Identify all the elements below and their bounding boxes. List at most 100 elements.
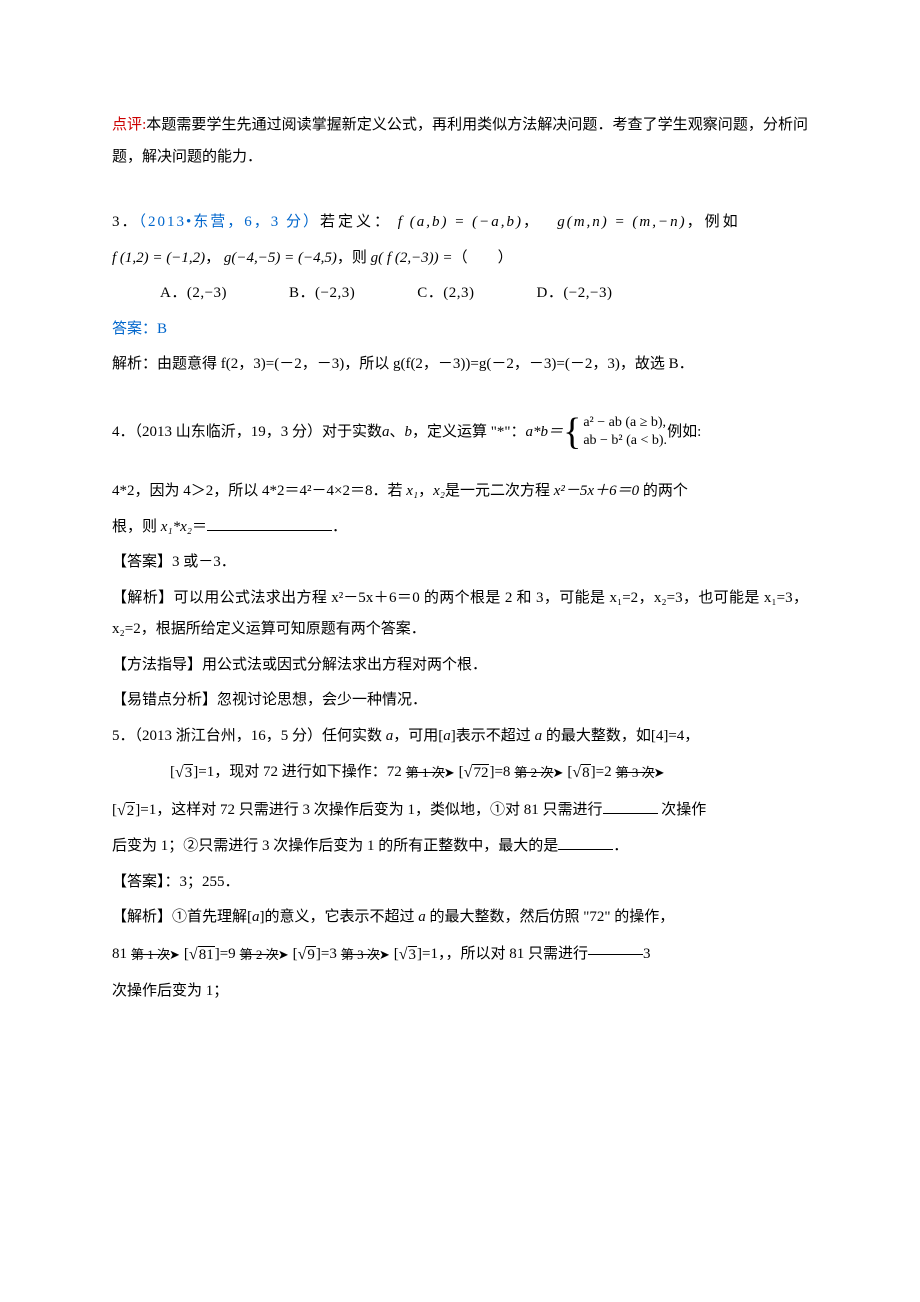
q4-ans-body: 3 或－3．: [172, 554, 236, 570]
q3-gf23: g( f (2,−3)) =: [371, 250, 453, 266]
q4-error: 【易错点分析】忽视讨论思想，会少一种情况．: [112, 685, 808, 717]
q4-l2d: 的两个: [639, 483, 688, 499]
q3-f-def: f (a,b) = (−a,b): [398, 214, 523, 230]
q5-expl-label: 【解析】: [112, 909, 172, 925]
q5-eb2: 的意义，它表示不超过: [265, 909, 419, 925]
q3-body1: 若定义：: [320, 214, 392, 230]
floor-sqrt72: [√72]: [459, 756, 495, 790]
q3-expl-body: 由题意得 f(2，3)=(－2，－3)，所以 g(f(2，－3))=g(－2，－…: [157, 356, 694, 372]
q4-l3a: 根，则: [112, 519, 161, 535]
q5-body1: 任何实数: [322, 728, 386, 744]
q4-explanation: 【解析】可以用公式法求出方程 x²－5x＋6＝0 的两个根是 2 和 3，可能是…: [112, 583, 808, 646]
q4-x1x2: x₁*x₂: [161, 519, 192, 535]
q3-options: A．(2,−3) B．(−2,3) C．(2,3) D．(−2,−3): [112, 278, 808, 310]
floor-sqrt3: [√3]: [170, 756, 198, 790]
floor-sqrt2: [√2]: [112, 802, 140, 818]
q3-sep2: ，例如: [687, 214, 741, 230]
q3-explanation: 解析：由题意得 f(2，3)=(－2，－3)，所以 g(f(2，－3))=g(－…: [112, 349, 808, 381]
q5-a3: a: [418, 909, 426, 925]
q3-prefix: 3．: [112, 214, 139, 230]
q5-answer: 【答案】：3；255．: [112, 867, 808, 899]
q4-body3: 例如:: [667, 417, 701, 449]
q4-case2: ab − b² (a < b).: [583, 432, 667, 450]
q4-star-lhs: a*b＝: [526, 417, 564, 449]
q4-sep-ab: 、: [390, 417, 405, 449]
q4-l3b: ＝: [192, 519, 207, 535]
q4-l3c: ．: [332, 519, 347, 535]
q4-prefix: 4．（2013 山东临沂，19，3 分）: [112, 417, 322, 449]
floor-sqrt3b: [√3]: [394, 938, 422, 972]
q5-ans-label: 【答案】: [112, 874, 165, 890]
q5-eq9: =9: [220, 939, 236, 971]
q4-body1: 对于实数: [322, 417, 382, 449]
floor-4: [4]: [651, 728, 669, 744]
step-3-label: 第 3 次: [616, 759, 655, 787]
q5-body5: =4，: [668, 728, 699, 744]
comment-label: 点评:: [112, 117, 146, 133]
q4-case1: a² − ab (a ≥ b),: [583, 414, 667, 432]
q4-l2c: 是一元二次方程: [445, 483, 554, 499]
q4-line2: 4*2，因为 4＞2，所以 4*2＝4²－4×2＝8．若 x₁，x₂是一元二次方…: [112, 476, 808, 508]
floor-sqrt81: [√81]: [184, 938, 220, 972]
q5-l2a: =1，现对 72 进行如下操作：72: [198, 757, 401, 789]
q3-g45: g(−4,−5) = (−4,5): [224, 250, 337, 266]
q3-ans-val: B: [157, 321, 167, 337]
q5-body3: 表示不超过: [456, 728, 535, 744]
step-3b-label: 第 3 次: [341, 941, 380, 969]
q5-body2: ，可用: [393, 728, 438, 744]
q5-l6t1: ，，所以对 81 只需进行: [438, 939, 588, 971]
q4-err-label: 【易错点分析】: [112, 692, 217, 708]
q4-method-body: 用公式法或因式分解法求出方程对两个根．: [202, 657, 487, 673]
comment-block: 点评:本题需要学生先通过阅读掌握新定义公式，再利用类似方法解决问题．考查了学生观…: [112, 110, 808, 173]
q5-l4a: 后变为 1；②只需进行 3 次操作后变为 1 的所有正整数中，最大的是: [112, 838, 558, 854]
q3-l2-sep2: ，则: [337, 250, 367, 266]
q5-line7: 次操作后变为 1；: [112, 976, 808, 1008]
floor-a-2: [a]: [247, 909, 265, 925]
q5-eq3: =3: [321, 939, 337, 971]
q5-eb1: ①首先理解: [172, 909, 247, 925]
blank-fill-2: [603, 813, 658, 814]
q4-b: b: [405, 417, 413, 449]
blank-fill-1: [207, 530, 332, 531]
q4-expl-body: 可以用公式法求出方程 x²－5x＋6＝0 的两个根是 2 和 3，可能是 x₁=…: [112, 590, 808, 638]
q5-line6: 81 第 1 次➤ [√81]=9 第 2 次➤ [√9]=3 第 3 次➤ […: [112, 938, 808, 972]
q5-l4b: ．: [613, 838, 628, 854]
q5-eq1: =1: [422, 939, 438, 971]
q4-x2: x₂: [433, 483, 445, 499]
step-1-label: 第 1 次: [406, 759, 445, 787]
q5-l6t2: 3: [643, 939, 651, 971]
q4-l2b: ，: [418, 483, 433, 499]
q4-eq: x²－5x＋6＝0: [554, 483, 639, 499]
q4-x1: x₁: [406, 483, 418, 499]
q3-ans-label: 答案：: [112, 321, 157, 337]
q3-source: （2013•东营，6，3 分）: [139, 214, 321, 230]
step-1b-label: 第 1 次: [131, 941, 170, 969]
q5-l3b: 次操作: [658, 802, 707, 818]
q3-line1: 3．（2013•东营，6，3 分）若定义： f (a,b) = (−a,b)， …: [112, 207, 808, 239]
q4-answer: 【答案】3 或－3．: [112, 547, 808, 579]
q4-method-label: 【方法指导】: [112, 657, 202, 673]
q5-body4: 的最大整数，如: [542, 728, 651, 744]
floor-a-1: [a]: [438, 728, 456, 744]
q5-eb3: 的最大整数，然后仿照 "72" 的操作，: [426, 909, 675, 925]
q5-eq2: =2: [596, 757, 612, 789]
q5-line4: 后变为 1；②只需进行 3 次操作后变为 1 的所有正整数中，最大的是 ．: [112, 831, 808, 863]
q3-answer: 答案：B: [112, 314, 808, 346]
q4-a: a: [382, 417, 390, 449]
blank-fill-4: [588, 954, 643, 955]
q4-expl-label: 【解析】: [112, 590, 173, 606]
q4-cases: { a² − ab (a ≥ b), ab − b² (a < b).: [563, 393, 667, 473]
q4-line3: 根，则 x₁*x₂＝ ．: [112, 512, 808, 544]
q3-sep1: ，: [523, 214, 540, 230]
q5-line3: [√2]=1，这样对 72 只需进行 3 次操作后变为 1，类似地，①对 81 …: [112, 794, 808, 828]
floor-sqrt8: [√8]: [567, 756, 595, 790]
q5-l3a: =1，这样对 72 只需进行 3 次操作后变为 1，类似地，①对 81 只需进行: [140, 802, 602, 818]
q3-l2-tail: （ ）: [453, 250, 513, 266]
q4-body2: ，定义运算 "*"：: [412, 417, 526, 449]
q5-line2: [√3]=1，现对 72 进行如下操作：72 第 1 次➤ [√72]=8 第 …: [112, 756, 808, 790]
q4-method: 【方法指导】用公式法或因式分解法求出方程对两个根．: [112, 650, 808, 682]
q5-prefix: 5．（2013 浙江台州，16，5 分）: [112, 728, 322, 744]
q5-explanation: 【解析】①首先理解[a]的意义，它表示不超过 a 的最大整数，然后仿照 "72"…: [112, 902, 808, 934]
q4-err-body: 忽视讨论思想，会少一种情况．: [217, 692, 427, 708]
q5-eq8: =8: [494, 757, 510, 789]
